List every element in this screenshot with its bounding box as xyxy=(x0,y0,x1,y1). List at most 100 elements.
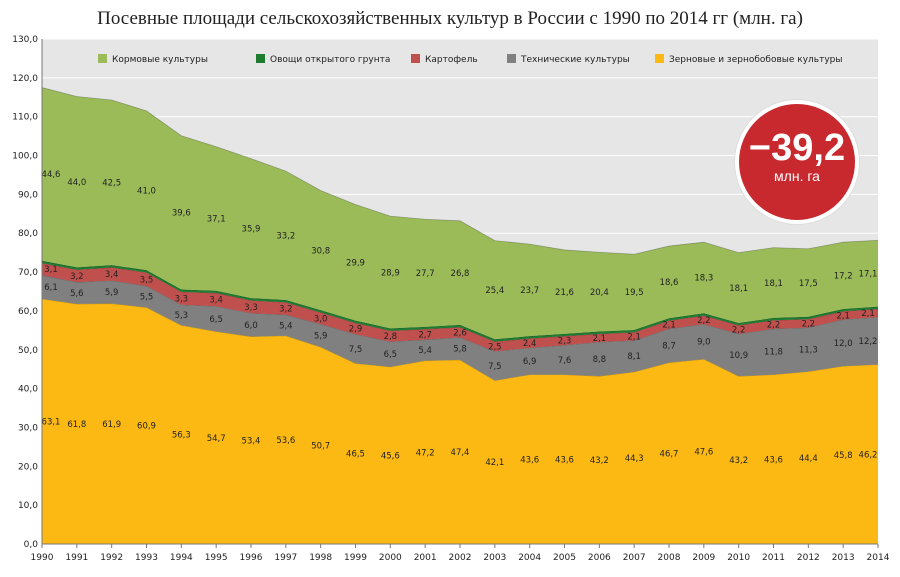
data-label: 46,5 xyxy=(346,450,365,460)
y-tick-label: 10,0 xyxy=(18,501,38,511)
data-label: 18,1 xyxy=(764,279,783,289)
data-label: 18,1 xyxy=(729,284,748,294)
data-label: 11,8 xyxy=(764,348,783,358)
badge-unit: млн. га xyxy=(774,168,820,184)
data-label: 46,7 xyxy=(660,449,679,459)
data-label: 12,2 xyxy=(859,337,878,347)
data-label: 7,6 xyxy=(558,356,572,366)
legend: Кормовые культуры Овощи открытого грунта К… xyxy=(98,54,842,65)
data-label: 29,9 xyxy=(346,259,365,269)
chart-title: Посевные площади сельскохозяйственных ку… xyxy=(97,8,803,29)
data-label: 8,7 xyxy=(662,342,676,352)
y-tick-label: 90,0 xyxy=(18,190,38,200)
x-tick-label: 2009 xyxy=(692,553,715,563)
data-label: 3,4 xyxy=(209,296,223,306)
data-label: 43,6 xyxy=(520,455,539,465)
data-label: 5,6 xyxy=(70,289,84,299)
data-label: 7,5 xyxy=(488,362,502,372)
data-label: 39,6 xyxy=(172,209,191,219)
x-tick-label: 2011 xyxy=(762,553,785,563)
data-label: 7,5 xyxy=(349,345,363,355)
data-label: 2,2 xyxy=(732,326,746,336)
data-label: 18,3 xyxy=(694,274,713,284)
data-label: 2,1 xyxy=(662,321,676,331)
data-label: 3,0 xyxy=(314,314,328,324)
data-label: 12,0 xyxy=(834,339,853,349)
data-label: 53,6 xyxy=(276,436,295,446)
x-tick-label: 2012 xyxy=(797,553,820,563)
data-label: 5,4 xyxy=(418,346,432,356)
data-label: 2,9 xyxy=(349,325,363,335)
legend-swatch xyxy=(256,54,265,63)
x-tick-label: 1996 xyxy=(240,553,263,563)
data-label: 17,2 xyxy=(834,272,853,282)
legend-swatch xyxy=(98,54,107,63)
y-tick-label: 0,0 xyxy=(24,540,39,550)
data-label: 43,2 xyxy=(590,456,609,466)
data-label: 33,2 xyxy=(276,232,295,242)
data-label: 56,3 xyxy=(172,431,191,441)
x-tick-label: 2004 xyxy=(518,553,541,563)
y-tick-label: 130,0 xyxy=(12,35,38,45)
legend-swatch xyxy=(411,54,420,63)
legend-label: Кормовые культуры xyxy=(112,55,208,65)
data-label: 3,5 xyxy=(140,275,154,285)
legend-label: Овощи открытого грунта xyxy=(270,55,390,65)
data-label: 20,4 xyxy=(590,288,609,298)
y-tick-label: 110,0 xyxy=(12,113,38,123)
axes: 0,0 10,0 20,0 30,0 40,0 50,0 60,0 70,0 80,0 90,0 1… xyxy=(12,35,889,563)
y-tick-label: 70,0 xyxy=(18,268,38,278)
data-label: 43,2 xyxy=(729,456,748,466)
y-tick-label: 100,0 xyxy=(12,152,38,162)
data-label: 41,0 xyxy=(137,187,156,197)
y-tick-label: 80,0 xyxy=(18,229,38,239)
data-label: 6,5 xyxy=(384,350,398,360)
total-change-badge: −39,2 млн. га xyxy=(735,100,859,224)
x-tick-label: 2007 xyxy=(623,553,646,563)
y-tick-label: 40,0 xyxy=(18,385,38,395)
data-label: 3,3 xyxy=(244,303,258,313)
x-tick-label: 1995 xyxy=(205,553,228,563)
legend-label: Технические культуры xyxy=(520,55,630,65)
legend-swatch xyxy=(507,54,516,63)
x-tick-label: 1992 xyxy=(100,553,123,563)
x-tick-label: 2006 xyxy=(588,553,611,563)
data-label: 43,6 xyxy=(555,455,574,465)
data-label: 3,2 xyxy=(70,272,84,282)
data-label: 6,1 xyxy=(44,283,58,293)
data-label: 18,6 xyxy=(660,278,679,288)
area-Зерновые и зернобобовые культуры xyxy=(42,298,878,544)
area-Кормовые культуры xyxy=(42,87,878,340)
data-label: 44,4 xyxy=(799,454,818,464)
x-tick-label: 2005 xyxy=(553,553,576,563)
data-label: 2,1 xyxy=(836,311,850,321)
y-tick-label: 60,0 xyxy=(18,307,38,317)
data-label: 2,2 xyxy=(767,321,781,331)
data-label: 8,8 xyxy=(593,355,607,365)
data-label: 47,2 xyxy=(416,448,435,458)
data-label: 6,9 xyxy=(523,357,537,367)
x-tick-label: 2013 xyxy=(832,553,855,563)
area-Овощи открытого грунта xyxy=(42,260,878,342)
data-label: 44,6 xyxy=(42,170,61,180)
data-label: 46,2 xyxy=(859,450,878,460)
data-label: 35,9 xyxy=(242,224,261,234)
data-label: 2,7 xyxy=(418,330,432,340)
data-label: 61,9 xyxy=(102,420,121,430)
x-tick-label: 2003 xyxy=(483,553,506,563)
data-label: 5,5 xyxy=(140,293,154,303)
data-label: 63,1 xyxy=(42,417,61,427)
y-tick-label: 20,0 xyxy=(18,462,38,472)
data-label: 2,3 xyxy=(558,337,572,347)
data-label: 10,9 xyxy=(729,351,748,361)
data-label: 43,6 xyxy=(764,455,783,465)
data-label: 3,2 xyxy=(279,305,293,315)
area-series xyxy=(41,87,879,544)
area-edge xyxy=(41,87,879,255)
data-label: 30,8 xyxy=(311,246,330,256)
x-tick-label: 2001 xyxy=(414,553,437,563)
legend-swatch xyxy=(655,54,664,63)
data-label: 2,2 xyxy=(697,316,711,326)
data-label: 45,8 xyxy=(834,451,853,461)
